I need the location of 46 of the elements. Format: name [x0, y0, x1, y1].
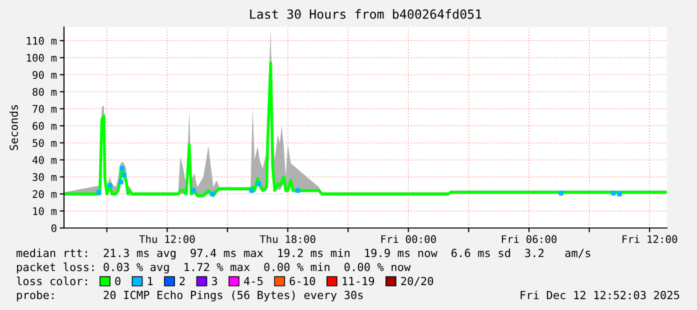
y-tick-label: 100 m [26, 54, 57, 62]
x-tick-label: Thu 12:00 [139, 235, 195, 244]
point [617, 192, 622, 196]
y-tick-label: 90 m [32, 70, 57, 79]
point [611, 190, 616, 196]
y-tick-label: 70 m [32, 105, 57, 113]
point [558, 190, 564, 196]
legend-label: 4-5 [244, 276, 263, 286]
point [96, 190, 102, 195]
y-tick-label: 0 [51, 224, 56, 232]
point [120, 166, 124, 171]
point [256, 181, 262, 186]
line-series [64, 61, 667, 198]
legend-label: 0 [115, 276, 120, 286]
point [190, 188, 196, 193]
y-tick-label: 40 m [32, 156, 57, 164]
legend-label: 11-19 [342, 276, 374, 286]
x-tick-label: Fri 06:00 [502, 235, 557, 244]
y-tick-label: 50 m [32, 139, 57, 147]
legend-label: 2 [180, 276, 185, 286]
text: Fri Dec 12 12:52:03 2025 [520, 290, 680, 300]
legend-label: 20/20 [401, 276, 434, 286]
y-tick-label: 80 m [32, 88, 57, 96]
text: probe: 20 ICMP Echo Pings (56 Bytes) every 30s [17, 290, 363, 302]
point [249, 188, 254, 193]
y-tick-label: 30 m [32, 173, 57, 182]
x-tick-label: Thu 18:00 [260, 235, 316, 244]
text: median rtt: 21.3 ms avg 97.4 ms max 19.2 ms min 19.9 ms now 6.6 ms sd 3.2 am/s [16, 248, 590, 260]
legend-label: 6-10 [290, 276, 316, 286]
y-tick-label: 20 m [32, 190, 57, 198]
chart-title: Last 30 Hours from b400264fd051 [250, 9, 482, 19]
y-axis-title: Seconds [9, 105, 18, 150]
legend-title: loss color: [16, 276, 87, 286]
point [108, 183, 112, 188]
legend-label: 1 [148, 276, 153, 286]
point [295, 188, 300, 193]
x-tick-label: Fri 00:00 [381, 235, 436, 244]
text: packet loss: 0.03 % avg 1.72 % max 0.00 % min 0.00 % now [17, 262, 411, 274]
point [122, 172, 126, 178]
point [118, 180, 124, 184]
y-tick-label: 60 m [32, 122, 57, 130]
y-tick-label: 10 m [33, 207, 57, 216]
legend-label: 3 [212, 276, 218, 286]
x-tick-label: Fri 12:00 [622, 235, 678, 244]
y-tick-label: 110 m [26, 36, 57, 45]
point [210, 192, 215, 196]
